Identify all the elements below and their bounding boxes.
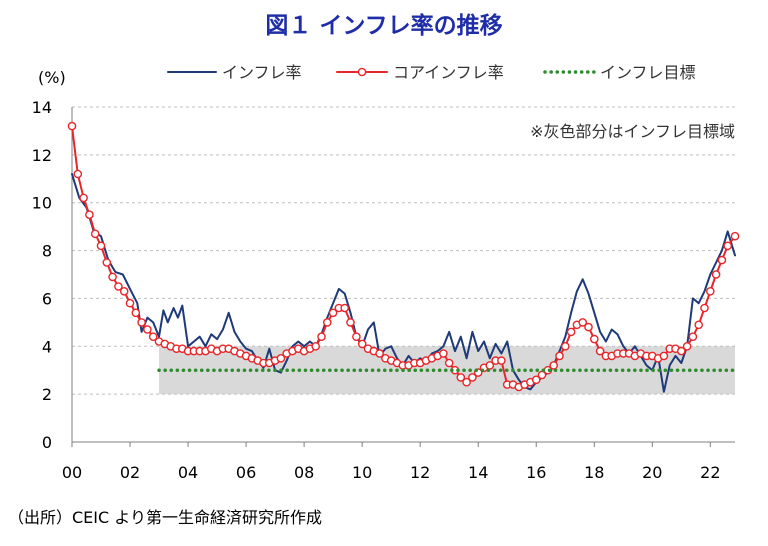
core-point [730, 231, 740, 241]
core-point [584, 322, 593, 332]
core-point [73, 169, 83, 179]
core-point [119, 286, 129, 296]
core-point [439, 349, 448, 358]
y-tick-label: 6 [42, 289, 52, 308]
y-tick-label: 8 [42, 242, 52, 261]
core-point [590, 334, 599, 344]
core-point [352, 332, 361, 342]
core-point [711, 270, 721, 279]
core-point [90, 229, 100, 239]
y-axis-label: (%) [38, 68, 66, 87]
gridlines [72, 106, 735, 395]
x-tick-label: 08 [294, 463, 314, 482]
target-band-annotation: ※灰色部分はインフレ目標域 [530, 122, 735, 141]
core-point [317, 332, 326, 342]
y-tick-label: 0 [42, 433, 52, 452]
x-tick-label: 10 [352, 463, 372, 482]
core-point [706, 286, 715, 296]
core-point [485, 361, 495, 370]
core-point [85, 210, 94, 219]
core-point [456, 373, 466, 382]
x-tick-label: 16 [526, 463, 546, 482]
core-point [677, 346, 686, 356]
core-point [148, 332, 158, 342]
core-point [549, 361, 559, 370]
core-point [143, 325, 152, 334]
core-point [375, 349, 384, 358]
legend: インフレ率 コアインフレ率 インフレ目標 [167, 63, 696, 82]
y-tick-label: 14 [32, 98, 52, 117]
x-tick-label: 02 [120, 463, 140, 482]
x-tick-label: 18 [584, 463, 604, 482]
y-tick-label: 10 [32, 194, 52, 213]
core-point [276, 353, 286, 363]
core-point [311, 341, 321, 351]
legend-marker [357, 67, 367, 77]
core-point [497, 356, 506, 365]
core-point [108, 272, 117, 282]
core-point [131, 308, 141, 318]
core-point [561, 341, 570, 351]
core-point [114, 282, 123, 291]
core-point [462, 377, 471, 387]
x-tick-label: 14 [468, 463, 488, 482]
core-point [537, 370, 547, 380]
core-point [682, 341, 692, 351]
core-point [566, 327, 576, 337]
core-point [659, 351, 669, 361]
legend-label-2: インフレ目標 [600, 63, 696, 82]
core-point [96, 241, 106, 251]
y-tick-label: 2 [42, 385, 52, 404]
x-tick-label: 06 [236, 463, 256, 482]
core-point [79, 193, 88, 203]
core-point [444, 358, 454, 368]
x-tick-label: 22 [700, 463, 720, 482]
core-point [694, 320, 704, 330]
y-tick-label: 4 [42, 337, 52, 356]
core-point [340, 303, 350, 313]
core-point [723, 241, 733, 251]
core-point [688, 332, 698, 342]
core-point [700, 303, 709, 313]
core-point [346, 318, 355, 327]
core-point [137, 318, 146, 327]
core-point [555, 351, 564, 361]
core-point [328, 308, 338, 318]
chart-title: 図１ インフレ率の推移 [265, 13, 503, 39]
series-layer [67, 121, 740, 393]
core-point [595, 346, 605, 356]
x-tick-label: 12 [410, 463, 430, 482]
core-point [67, 121, 77, 131]
x-tick-label: 20 [642, 463, 662, 482]
core-point [102, 258, 112, 267]
legend-label-0: インフレ率 [222, 63, 302, 82]
core-point [357, 339, 367, 349]
series-line-0 [71, 173, 736, 393]
x-tick-label: 04 [178, 463, 198, 482]
source-note: （出所）CEIC より第一生命経済研究所作成 [8, 508, 322, 527]
x-tick-label: 00 [62, 463, 82, 482]
core-point [125, 298, 135, 308]
core-point [531, 375, 541, 385]
legend-label-1: コアインフレ率 [393, 63, 504, 82]
core-point [322, 318, 332, 327]
y-tick-label: 12 [32, 146, 52, 165]
core-point [578, 318, 588, 327]
core-point [468, 373, 477, 382]
core-point [717, 255, 727, 265]
